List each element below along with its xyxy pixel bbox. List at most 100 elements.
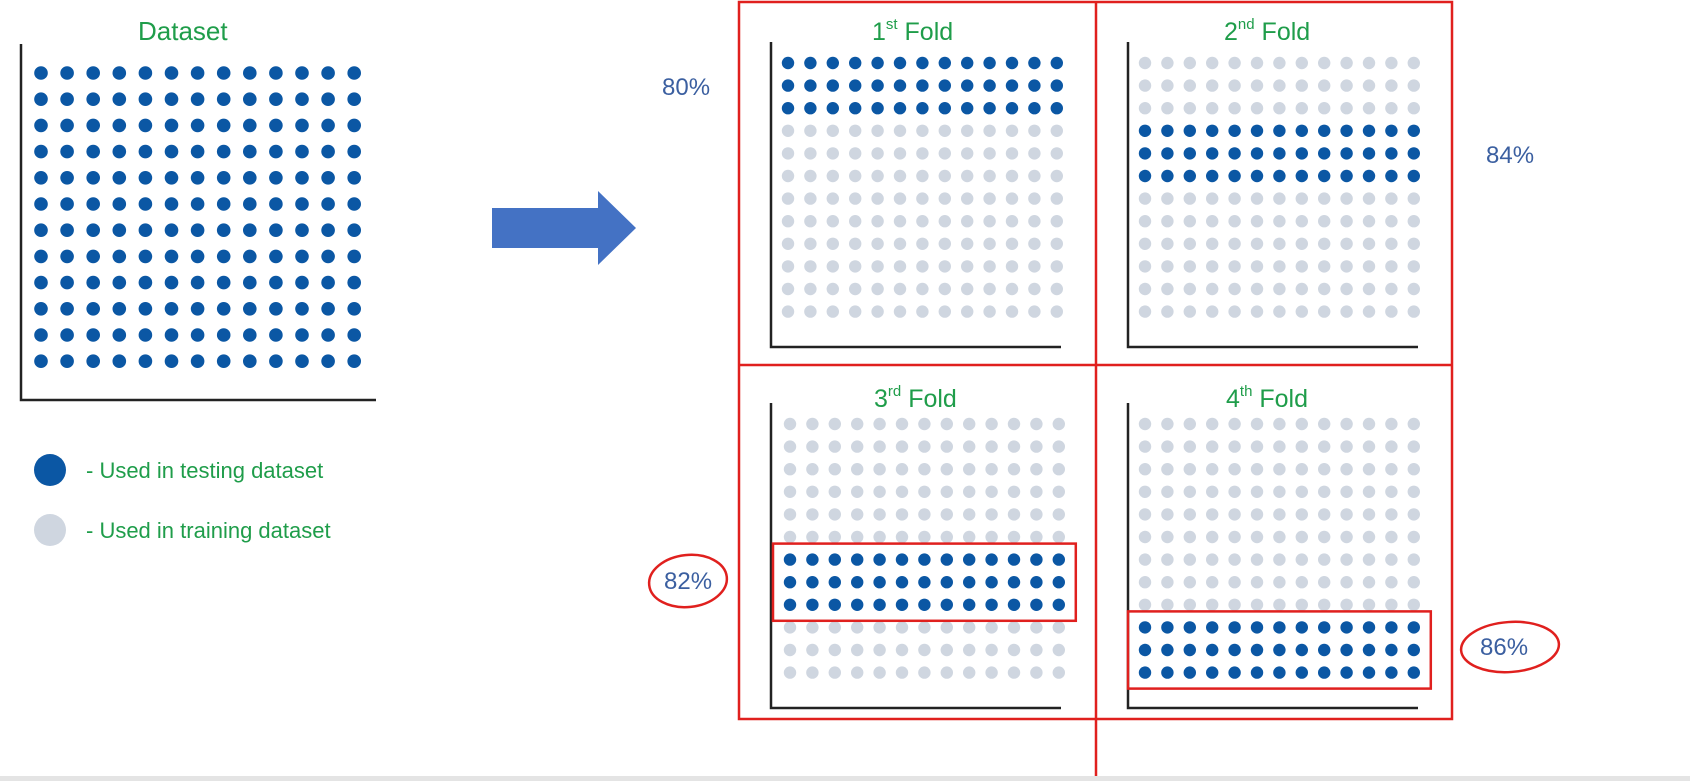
fold-4-train-point bbox=[1385, 485, 1398, 498]
fold-4-train-point bbox=[1206, 598, 1219, 611]
fold-4-axes bbox=[1126, 403, 1418, 710]
fold-2-train-point bbox=[1407, 192, 1421, 205]
fold-1-train-point bbox=[849, 169, 862, 183]
fold-1-train-point bbox=[826, 305, 839, 318]
fold-2-train-point bbox=[1183, 56, 1197, 70]
fold-1-test-point bbox=[983, 56, 996, 70]
fold-2-train-point bbox=[1295, 102, 1309, 115]
fold-3-test-point bbox=[985, 576, 998, 589]
fold-4-train-point bbox=[1407, 485, 1421, 498]
fold-2-train-point bbox=[1340, 305, 1353, 318]
fold-1-train-point bbox=[1028, 260, 1041, 273]
fold-1-train-point bbox=[916, 124, 929, 137]
fold-2-train-point bbox=[1273, 56, 1286, 70]
fold-3-train-point bbox=[963, 440, 976, 453]
fold-4-train-point bbox=[1385, 440, 1398, 453]
fold-1-train-point bbox=[849, 305, 862, 318]
dataset-point bbox=[295, 66, 309, 80]
fold-4-train-point bbox=[1340, 463, 1353, 476]
fold-3-train-point bbox=[918, 417, 931, 431]
fold-2-train-point bbox=[1318, 237, 1331, 250]
fold-1-train-point bbox=[781, 124, 795, 137]
dataset-point bbox=[34, 118, 48, 133]
fold-3-train-point bbox=[851, 485, 864, 498]
fold-4-train-point bbox=[1183, 553, 1197, 566]
fold-2-train-point bbox=[1318, 215, 1331, 228]
fold-1-train-point bbox=[893, 305, 907, 318]
fold-3-train-point bbox=[895, 530, 909, 544]
fold-1-train-point bbox=[1050, 124, 1064, 137]
dataset-point bbox=[347, 328, 362, 342]
fold-2-train-point bbox=[1407, 237, 1421, 250]
fold-4-test-point bbox=[1250, 666, 1264, 679]
fold-2-train-point bbox=[1362, 79, 1376, 92]
dataset-point bbox=[112, 118, 127, 133]
dataset-point bbox=[164, 197, 179, 211]
fold-1-train-point bbox=[804, 305, 817, 318]
fold-2-test-point bbox=[1273, 169, 1286, 183]
dataset-point bbox=[243, 171, 257, 185]
fold-1-test-point bbox=[916, 102, 929, 115]
dataset-point bbox=[295, 223, 309, 237]
fold-3-train-point bbox=[1052, 463, 1066, 476]
fold-3-test-point bbox=[783, 598, 797, 611]
dataset-point bbox=[60, 144, 74, 159]
dataset-point bbox=[86, 144, 100, 159]
fold-2-train-point bbox=[1362, 56, 1376, 70]
fold-4-train-point bbox=[1228, 530, 1241, 544]
fold-4-test-point bbox=[1318, 666, 1331, 679]
fold-2-test-point bbox=[1206, 169, 1219, 183]
fold-1-train-point bbox=[893, 169, 907, 183]
fold-2-test-point bbox=[1340, 147, 1353, 160]
fold-1-train-point bbox=[1050, 260, 1064, 273]
fold-1-train-point bbox=[961, 192, 974, 205]
dataset-point bbox=[190, 302, 205, 316]
fold-2-train-point bbox=[1362, 237, 1376, 250]
fold-1-train-point bbox=[826, 124, 839, 137]
fold-2-train-point bbox=[1362, 102, 1376, 115]
fold-4-train-point bbox=[1362, 553, 1376, 566]
dataset-point bbox=[243, 223, 257, 237]
fold-4-test-point bbox=[1161, 666, 1174, 679]
dataset-point bbox=[216, 275, 231, 290]
fold-4-train-point bbox=[1228, 508, 1241, 521]
fold-4-train-point bbox=[1161, 508, 1174, 521]
fold-2-train-point bbox=[1340, 282, 1353, 296]
fold-4-test-point bbox=[1407, 621, 1421, 634]
legend-testing-label: - Used in testing dataset bbox=[86, 458, 324, 483]
fold-3-train-point bbox=[985, 621, 998, 634]
fold-4-train-point bbox=[1318, 553, 1331, 566]
fold-1-train-point bbox=[961, 237, 974, 250]
fold-3-train-point bbox=[851, 643, 864, 657]
fold-2-train-point bbox=[1250, 56, 1264, 70]
fold-1-train-point bbox=[849, 282, 862, 296]
dataset-point bbox=[34, 302, 48, 316]
fold-1-test-point bbox=[1050, 102, 1064, 115]
fold-1-train-point bbox=[916, 192, 929, 205]
fold-1-train-point bbox=[983, 147, 996, 160]
fold-4-train-point bbox=[1161, 463, 1174, 476]
fold-3-train-point bbox=[963, 463, 976, 476]
fold-2-test-point bbox=[1318, 169, 1331, 183]
dataset-point bbox=[269, 66, 283, 80]
fold-3-train-point bbox=[828, 463, 841, 476]
fold-3-train-point bbox=[783, 440, 797, 453]
fold-2-train-point bbox=[1183, 79, 1197, 92]
fold-1-train-point bbox=[1050, 147, 1064, 160]
fold-3-train-point bbox=[828, 485, 841, 498]
fold-3-train-point bbox=[783, 621, 797, 634]
fold-1-test-point bbox=[871, 56, 884, 70]
fold-2-test-point bbox=[1385, 124, 1398, 137]
fold-2-train-point bbox=[1161, 215, 1174, 228]
fold-3-train-point bbox=[895, 440, 909, 453]
dataset-title: Dataset bbox=[138, 16, 228, 46]
fold-2-test-point bbox=[1138, 169, 1152, 183]
dataset-point bbox=[190, 328, 205, 342]
fold-3-train-point bbox=[783, 666, 797, 679]
fold-3-test-point bbox=[783, 576, 797, 589]
fold-2-test-point bbox=[1161, 147, 1174, 160]
fold-3-train-point bbox=[783, 417, 797, 431]
fold-1-train-point bbox=[826, 282, 839, 296]
fold-2-test-point bbox=[1183, 169, 1197, 183]
fold-1-train-point bbox=[961, 124, 974, 137]
